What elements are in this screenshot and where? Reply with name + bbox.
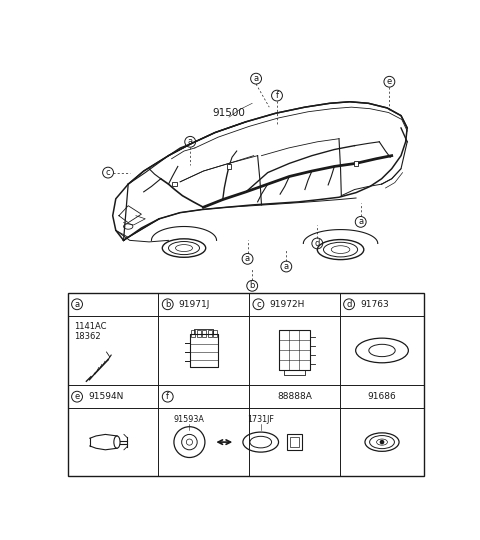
Text: e: e <box>74 392 80 401</box>
Text: 91972H: 91972H <box>269 300 305 309</box>
Bar <box>68 293 424 476</box>
Text: d: d <box>347 300 352 309</box>
Bar <box>227 164 231 168</box>
Text: a: a <box>358 218 363 226</box>
Text: 91593A: 91593A <box>174 415 205 423</box>
Text: 91594N: 91594N <box>88 392 123 401</box>
Text: 91500: 91500 <box>213 107 246 118</box>
Bar <box>190 334 218 367</box>
Text: a: a <box>253 74 259 83</box>
Text: 18362: 18362 <box>74 332 101 341</box>
Bar <box>290 437 299 447</box>
Text: c: c <box>256 300 261 309</box>
Text: d: d <box>314 239 320 248</box>
Bar <box>202 330 206 338</box>
Text: e: e <box>387 77 392 86</box>
Bar <box>172 182 177 186</box>
Text: 88888A: 88888A <box>277 392 312 401</box>
Text: b: b <box>250 281 255 291</box>
Bar <box>197 330 201 338</box>
Bar <box>213 330 217 338</box>
Text: f: f <box>166 392 169 401</box>
Bar <box>279 330 310 370</box>
Text: a: a <box>74 300 80 309</box>
Text: 91971J: 91971J <box>179 300 210 309</box>
Text: 91686: 91686 <box>368 392 396 401</box>
Bar <box>354 161 359 166</box>
Bar <box>192 330 195 338</box>
Text: 1141AC: 1141AC <box>74 322 107 331</box>
Circle shape <box>380 440 384 444</box>
Text: b: b <box>165 300 170 309</box>
Text: 91763: 91763 <box>360 300 389 309</box>
Text: a: a <box>245 254 250 264</box>
Bar <box>208 330 212 338</box>
Text: f: f <box>276 91 278 100</box>
Text: a: a <box>188 137 193 146</box>
Bar <box>287 434 302 450</box>
Text: a: a <box>284 262 289 271</box>
Text: 1731JF: 1731JF <box>247 415 274 423</box>
Text: c: c <box>106 168 110 177</box>
